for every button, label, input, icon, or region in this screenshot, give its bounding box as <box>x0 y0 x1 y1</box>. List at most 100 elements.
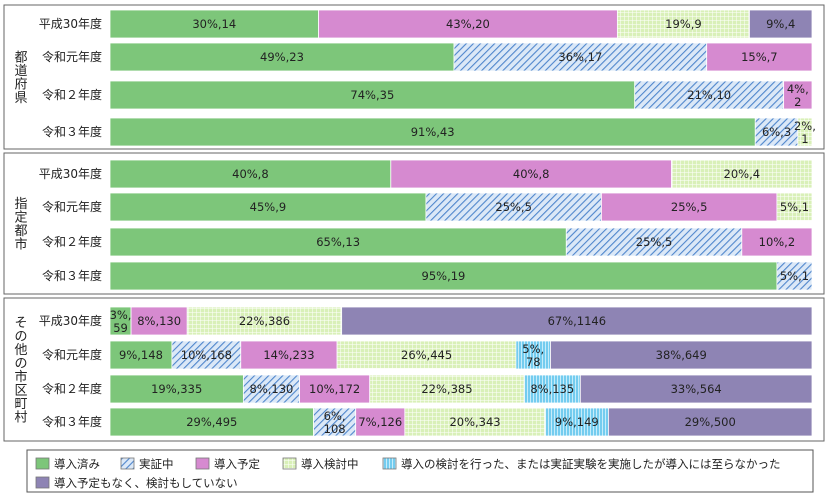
data-label: 43%,20 <box>446 17 490 31</box>
bar-segment <box>544 407 609 437</box>
legend-swatch <box>35 476 50 489</box>
bar-segment <box>109 407 314 437</box>
legend-item: 導入の検討を行った、または実証実験を実施したが導入には至らなかった <box>382 457 781 471</box>
bar-segment <box>171 340 242 370</box>
data-label: 45%,9 <box>250 200 287 214</box>
row-label: 令和３年度 <box>42 414 102 429</box>
data-label: 9%,4 <box>766 17 795 31</box>
bar-segment <box>776 261 813 291</box>
data-label: 36%,17 <box>558 50 602 64</box>
data-label: 8%,135 <box>530 382 574 396</box>
data-label: 9%,148 <box>119 348 163 362</box>
legend-swatch <box>195 457 210 470</box>
legend-label: 導入済み <box>54 457 100 471</box>
bar-segment <box>390 159 672 189</box>
data-label: 19%,9 <box>665 17 702 31</box>
data-label: 91%,43 <box>411 125 455 139</box>
bar-segment <box>634 80 785 110</box>
bar-segment <box>109 9 319 39</box>
bar-segment <box>109 340 173 370</box>
data-label: 29%,495 <box>186 415 237 429</box>
row-label: 令和元年度 <box>42 347 102 362</box>
data-label: 30%,14 <box>192 17 236 31</box>
bar-segment <box>797 117 813 147</box>
legend-frame <box>26 449 814 493</box>
data-label: 65%,13 <box>316 235 360 249</box>
legend-item: 実証中 <box>120 457 174 471</box>
row-label: 平成30年度 <box>39 166 102 181</box>
data-label: 7%,126 <box>358 415 402 429</box>
bar-segment <box>783 80 813 110</box>
data-label: 26%,445 <box>401 348 452 362</box>
data-label: 40%,8 <box>513 167 550 181</box>
bar-segment <box>109 261 778 291</box>
data-label: 25%,5 <box>495 200 532 214</box>
row-label: 令和２年度 <box>42 234 102 249</box>
data-label: 15%,7 <box>741 50 778 64</box>
legend-item: 導入予定もなく、検討もしていない <box>35 476 238 490</box>
bar-segment <box>109 42 455 72</box>
row-label: 平成30年度 <box>39 16 102 31</box>
bar-segment <box>671 159 813 189</box>
group-panel: 指定都市 平成30年度 40%,8 40%,8 20%,4 令和元年度 45%,9 25%,5… <box>3 152 825 295</box>
bar-segment <box>355 407 406 437</box>
legend-label: 導入予定 <box>214 457 260 471</box>
data-label: 25%,5 <box>671 200 708 214</box>
data-label: 14%,233 <box>263 348 314 362</box>
bar-segment <box>341 306 813 336</box>
row-label: 令和２年度 <box>42 381 102 396</box>
bar-segment <box>109 374 244 404</box>
data-label: 2%, 1 <box>794 119 816 146</box>
data-label: 22%,386 <box>239 314 290 328</box>
bar-segment <box>313 407 357 437</box>
data-label: 5%,1 <box>780 200 809 214</box>
bar-segment <box>186 306 343 336</box>
data-label: 74%,35 <box>350 88 394 102</box>
legend-label: 導入検討中 <box>301 457 359 471</box>
legend-swatch <box>282 457 297 470</box>
bar-segment <box>318 9 618 39</box>
data-label: 33%,564 <box>671 382 722 396</box>
row-label: 令和３年度 <box>42 124 102 139</box>
data-label: 10%,2 <box>759 235 796 249</box>
row-label: 令和元年度 <box>42 49 102 64</box>
data-label: 9%,149 <box>555 415 599 429</box>
bar-segment <box>550 340 813 370</box>
legend-swatch <box>382 457 397 470</box>
bar-segment <box>109 227 567 257</box>
bar-segment <box>109 80 636 110</box>
data-label: 8%,130 <box>137 314 181 328</box>
data-label: 6%,3 <box>762 125 791 139</box>
data-label: 29%,500 <box>685 415 736 429</box>
data-label: 21%,10 <box>687 88 731 102</box>
data-label: 19%,335 <box>151 382 202 396</box>
bar-segment <box>515 340 551 370</box>
group-label: その他の市区町村 <box>14 316 27 426</box>
data-label: 40%,8 <box>232 167 269 181</box>
bar-segment <box>523 374 581 404</box>
data-label: 20%,343 <box>449 415 500 429</box>
bar-segment <box>109 159 392 189</box>
bar-segment <box>299 374 371 404</box>
group-label: 指定都市 <box>14 197 27 253</box>
bar-segment <box>579 374 813 404</box>
data-label: 67%,1146 <box>548 314 606 328</box>
data-label: 3%, 59 <box>110 308 132 335</box>
data-label: 5%,1 <box>780 269 809 283</box>
row-label: 令和２年度 <box>42 87 102 102</box>
data-label: 8%,130 <box>250 382 294 396</box>
bar-segment <box>404 407 546 437</box>
group-label: 都道府県 <box>14 50 27 106</box>
legend-label: 実証中 <box>139 457 174 471</box>
bar-segment <box>565 227 743 257</box>
row-label: 平成30年度 <box>39 313 102 328</box>
bar-segment <box>749 9 813 39</box>
legend-item: 導入検討中 <box>282 457 359 471</box>
data-label: 10%,168 <box>181 348 232 362</box>
legend-label: 導入予定もなく、検討もしていない <box>54 476 238 490</box>
legend-swatch <box>35 457 50 470</box>
legend-label: 導入の検討を行った、または実証実験を実施したが導入には至らなかった <box>401 457 781 471</box>
bar-segment <box>240 340 338 370</box>
